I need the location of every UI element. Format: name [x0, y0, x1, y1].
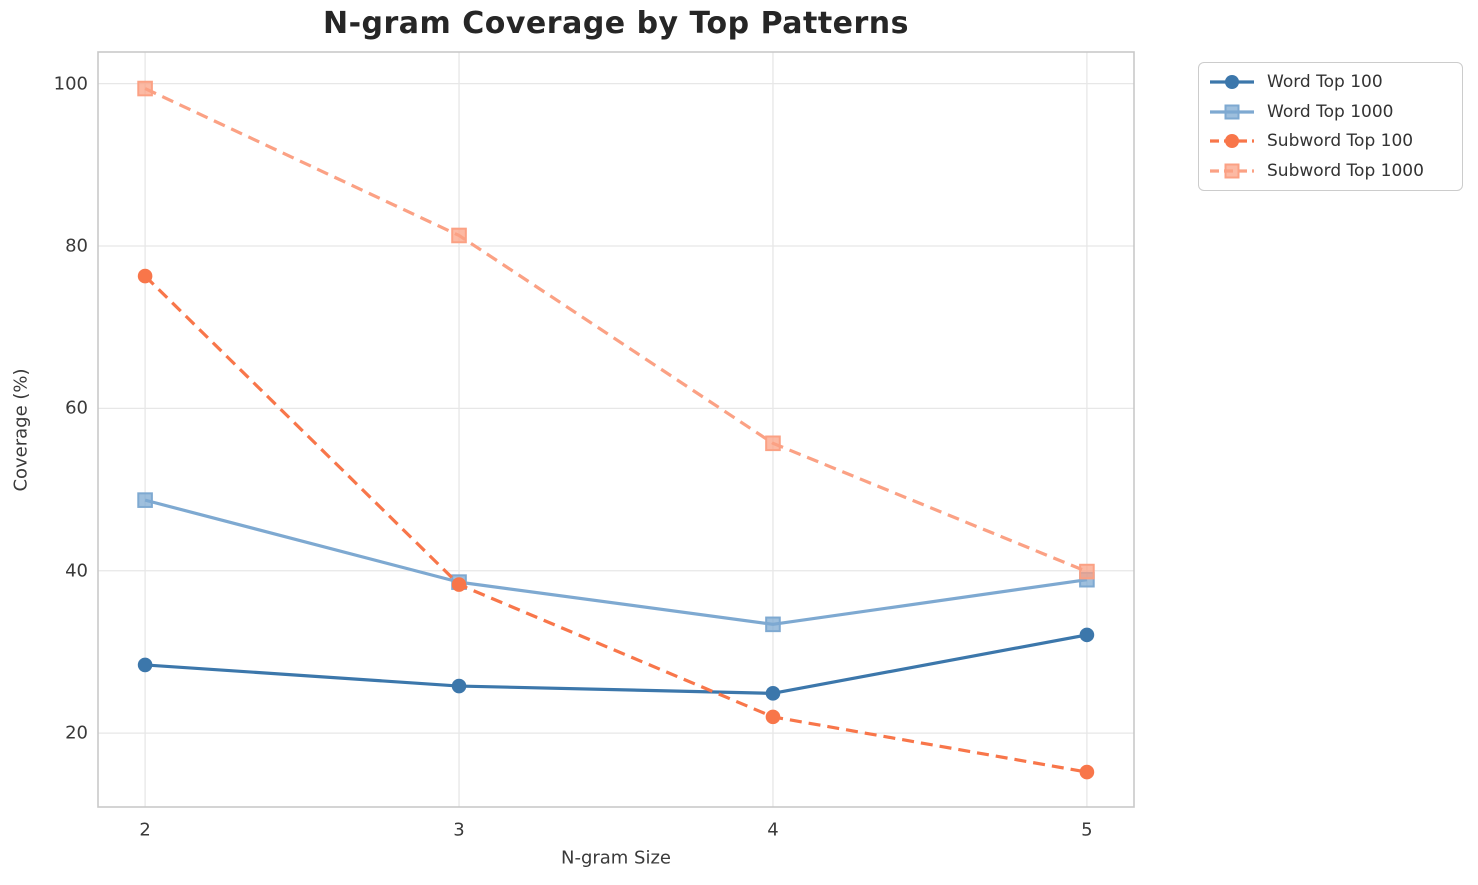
marker-word-top-100	[137, 657, 153, 673]
marker-subword-top-1000	[137, 80, 153, 97]
marker-subword-top-100	[451, 577, 467, 592]
chart-title: N-gram Coverage by Top Patterns	[322, 6, 910, 41]
x-tick-label: 2	[139, 819, 151, 841]
legend-marker-subword-top-100	[1225, 134, 1239, 149]
y-tick-label: 60	[65, 397, 88, 419]
series-line-word-top-1000	[144, 498, 1088, 626]
marker-word-top-1000	[765, 616, 781, 633]
legend-swatch-word-top-100	[1210, 74, 1254, 89]
legend-marker-word-top-1000	[1224, 104, 1240, 120]
legend: Word Top 100 Word Top 1000 Subword Top 100…	[1198, 62, 1463, 191]
legend-item-subword-top-100: Subword Top 100	[1209, 127, 1452, 156]
marker-subword-top-1000	[765, 435, 781, 452]
x-tick-label: 5	[1081, 819, 1093, 841]
y-tick-label: 40	[65, 560, 88, 582]
y-tick-label: 80	[65, 235, 88, 257]
marker-subword-top-1000	[451, 227, 467, 244]
legend-label-word-top-1000: Word Top 1000	[1267, 101, 1394, 122]
legend-swatch-subword-top-100	[1210, 134, 1254, 149]
series-line-subword-top-1000	[144, 87, 1088, 574]
marker-word-top-100	[1079, 627, 1095, 643]
series-line-word-top-100	[144, 633, 1088, 695]
legend-label-subword-top-1000: Subword Top 1000	[1267, 161, 1424, 182]
legend-marker-word-top-100	[1225, 74, 1239, 89]
plot-frame	[97, 51, 1135, 808]
marker-subword-top-1000	[1079, 563, 1095, 580]
x-tick-label: 4	[767, 819, 779, 841]
legend-label-word-top-100: Word Top 100	[1267, 71, 1383, 92]
marker-word-top-100	[451, 678, 467, 694]
gridlines	[98, 52, 1134, 807]
legend-item-word-top-100: Word Top 100	[1209, 67, 1452, 96]
marker-word-top-1000	[137, 492, 153, 508]
x-tick-label: 3	[453, 819, 465, 841]
y-axis-label: Coverage (%)	[10, 368, 32, 492]
marker-subword-top-100	[1079, 764, 1095, 780]
marker-subword-top-100	[765, 709, 781, 725]
legend-label-subword-top-100: Subword Top 100	[1267, 131, 1414, 152]
y-tick-label: 100	[53, 73, 88, 95]
marker-subword-top-100	[137, 268, 153, 284]
legend-item-subword-top-1000: Subword Top 1000	[1209, 157, 1452, 186]
x-axis-label: N-gram Size	[560, 847, 672, 869]
marker-word-top-100	[765, 686, 781, 701]
legend-swatch-subword-top-1000	[1210, 163, 1254, 179]
legend-marker-subword-top-1000	[1224, 163, 1240, 179]
series-line-subword-top-100	[143, 274, 1088, 774]
legend-item-word-top-1000: Word Top 1000	[1209, 97, 1452, 126]
legend-swatch-word-top-1000	[1210, 104, 1254, 120]
y-tick-label: 20	[65, 722, 88, 744]
